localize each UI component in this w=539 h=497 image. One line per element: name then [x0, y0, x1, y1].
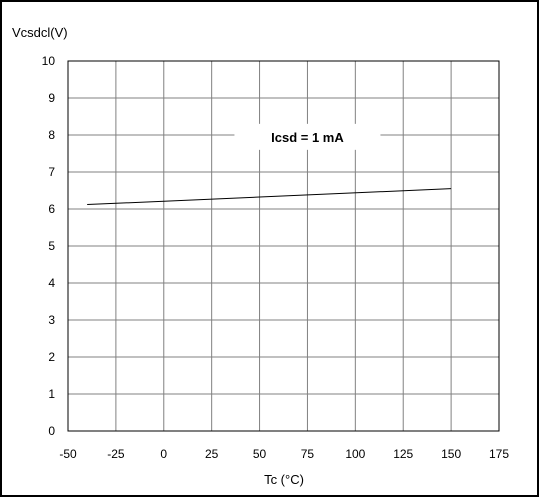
y-tick-label: 6 [48, 202, 55, 216]
y-tick-label: 4 [48, 276, 55, 290]
x-tick-label: 100 [345, 447, 365, 461]
x-tick-label: -50 [59, 447, 77, 461]
x-tick-label: 25 [205, 447, 219, 461]
y-axis-title: Vcsdcl(V) [12, 25, 68, 40]
x-tick-label: 75 [301, 447, 315, 461]
y-tick-label: 3 [48, 313, 55, 327]
y-tick-label: 5 [48, 239, 55, 253]
y-tick-labels: 0 1 2 3 4 5 6 7 8 9 10 [42, 54, 56, 438]
x-tick-label: 50 [253, 447, 267, 461]
x-tick-label: 175 [489, 447, 509, 461]
x-tick-label: 150 [441, 447, 461, 461]
annotation-label: Icsd = 1 mA [271, 130, 344, 145]
annotation-box [234, 123, 381, 150]
y-tick-label: 9 [48, 91, 55, 105]
x-tick-label: 125 [393, 447, 413, 461]
x-tick-labels: -50 -25 0 25 50 75 100 125 150 175 [59, 447, 509, 461]
y-tick-label: 10 [42, 54, 56, 68]
annotations: Icsd = 1 mA [234, 123, 381, 150]
grid-lines [68, 61, 499, 431]
y-tick-label: 1 [48, 387, 55, 401]
x-tick-label: 0 [160, 447, 167, 461]
x-axis-title: Tc (°C) [264, 472, 304, 487]
y-tick-label: 2 [48, 350, 55, 364]
y-tick-label: 0 [48, 424, 55, 438]
plot-area-border [67, 60, 500, 432]
series-line [87, 188, 452, 206]
series-lines [87, 188, 452, 206]
y-tick-label: 7 [48, 165, 55, 179]
x-tick-label: -25 [107, 447, 125, 461]
y-tick-label: 8 [48, 128, 55, 142]
